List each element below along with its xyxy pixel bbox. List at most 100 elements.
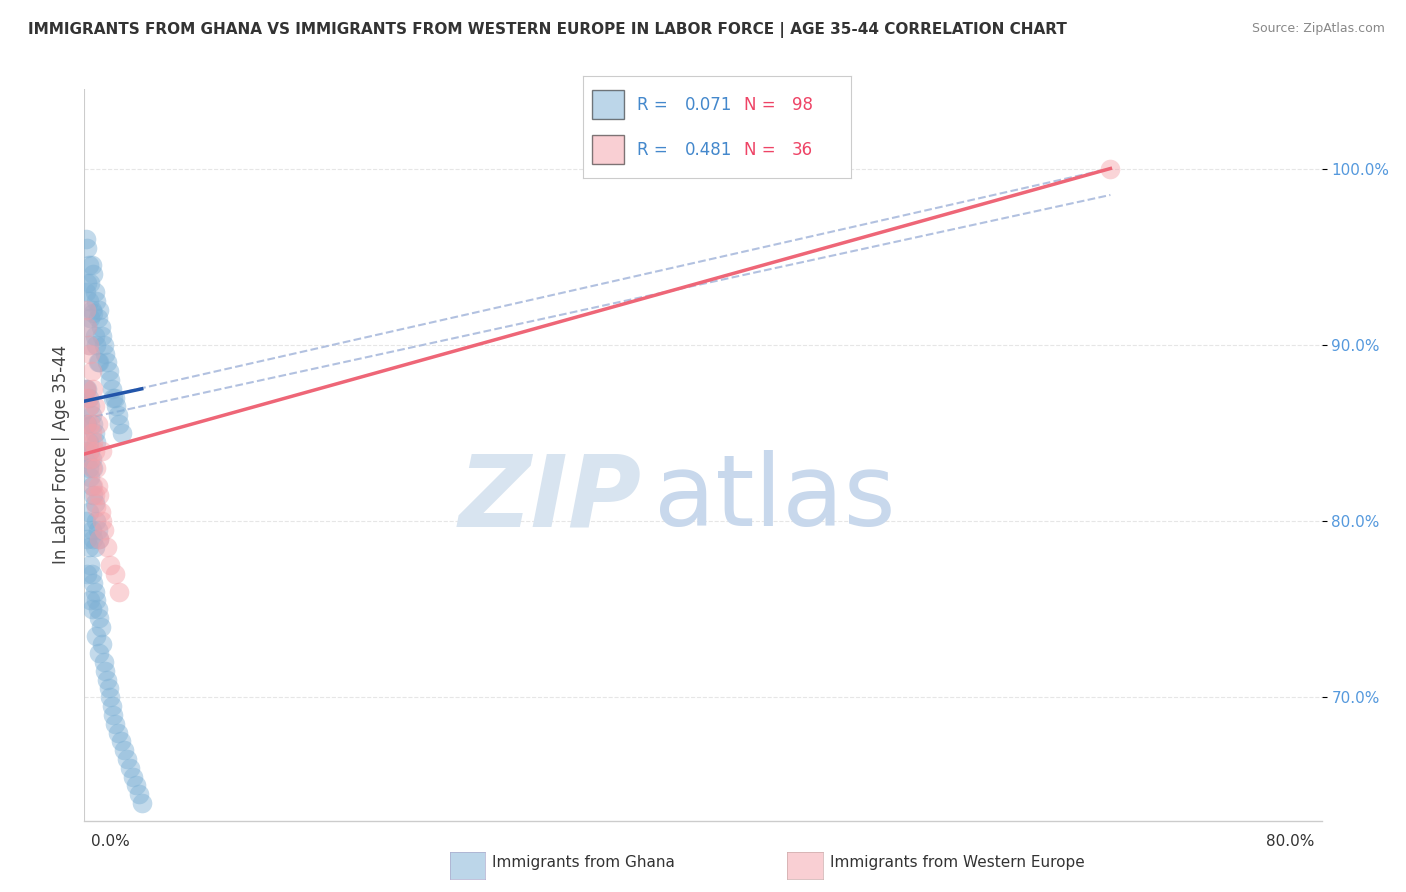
Point xyxy=(90,320,112,334)
Point xyxy=(87,479,110,493)
Point xyxy=(82,434,104,449)
Point xyxy=(75,417,97,431)
Point xyxy=(82,479,104,493)
Text: 98: 98 xyxy=(792,95,813,113)
Point xyxy=(82,417,104,431)
Point xyxy=(76,391,98,405)
Point xyxy=(91,329,114,343)
Point xyxy=(76,320,98,334)
Text: 0.0%: 0.0% xyxy=(91,834,131,849)
Point xyxy=(89,646,111,660)
Point xyxy=(82,532,104,546)
Point xyxy=(84,584,107,599)
Point xyxy=(77,338,100,352)
Point xyxy=(118,761,141,775)
Point xyxy=(84,496,107,510)
Point xyxy=(98,558,121,572)
Point xyxy=(80,302,103,317)
Point xyxy=(107,725,129,739)
Point xyxy=(96,673,118,687)
Point xyxy=(77,443,100,458)
Point xyxy=(110,734,132,748)
Point xyxy=(84,400,107,414)
Point xyxy=(84,541,107,555)
Point xyxy=(82,487,104,501)
Text: Immigrants from Ghana: Immigrants from Ghana xyxy=(492,855,675,870)
Point xyxy=(79,276,101,290)
Point xyxy=(103,566,125,581)
Point xyxy=(75,514,97,528)
Point xyxy=(108,417,131,431)
Text: R =: R = xyxy=(637,141,673,159)
Point xyxy=(75,443,97,458)
Point xyxy=(82,267,104,281)
Point xyxy=(77,541,100,555)
Point xyxy=(91,637,114,651)
Point xyxy=(79,346,101,360)
Point xyxy=(80,566,103,581)
Point xyxy=(77,505,100,519)
Point xyxy=(77,400,100,414)
Point xyxy=(89,302,111,317)
Text: R =: R = xyxy=(637,95,673,113)
Text: N =: N = xyxy=(744,95,780,113)
Point xyxy=(128,787,150,801)
Point xyxy=(79,417,101,431)
Point xyxy=(76,434,98,449)
Point xyxy=(112,743,135,757)
Point xyxy=(89,611,111,625)
Text: Source: ZipAtlas.com: Source: ZipAtlas.com xyxy=(1251,22,1385,36)
Point xyxy=(93,338,115,352)
Point xyxy=(96,541,118,555)
Point xyxy=(79,452,101,467)
Point xyxy=(80,479,103,493)
Point xyxy=(89,487,111,501)
Point xyxy=(89,532,111,546)
Text: ZIP: ZIP xyxy=(458,450,641,548)
Point xyxy=(105,400,128,414)
Point xyxy=(98,690,121,705)
Point xyxy=(87,417,110,431)
FancyBboxPatch shape xyxy=(592,90,624,119)
Text: 0.071: 0.071 xyxy=(685,95,733,113)
Point xyxy=(97,364,120,378)
Point xyxy=(90,620,112,634)
Point xyxy=(79,470,101,484)
Point xyxy=(77,293,100,308)
Point xyxy=(124,778,146,792)
Point xyxy=(76,532,98,546)
Point xyxy=(103,391,125,405)
Point xyxy=(76,382,98,396)
Point xyxy=(75,417,97,431)
Point xyxy=(80,523,103,537)
Point xyxy=(75,285,97,299)
Text: IMMIGRANTS FROM GHANA VS IMMIGRANTS FROM WESTERN EUROPE IN LABOR FORCE | AGE 35-: IMMIGRANTS FROM GHANA VS IMMIGRANTS FROM… xyxy=(28,22,1067,38)
Point xyxy=(77,434,100,449)
Point xyxy=(89,532,111,546)
Point xyxy=(76,417,98,431)
Point xyxy=(75,302,97,317)
Point xyxy=(84,487,107,501)
Point xyxy=(79,593,101,607)
Point xyxy=(84,425,107,440)
Point xyxy=(80,364,103,378)
Point xyxy=(76,320,98,334)
Point xyxy=(115,752,138,766)
Point xyxy=(101,707,124,722)
Point xyxy=(82,461,104,475)
Point xyxy=(98,373,121,387)
Point xyxy=(87,355,110,369)
Point xyxy=(77,259,100,273)
Point xyxy=(100,699,122,714)
Point xyxy=(90,505,112,519)
Point xyxy=(100,382,122,396)
Point xyxy=(76,241,98,255)
Point xyxy=(75,232,97,246)
Point xyxy=(94,664,117,678)
Point xyxy=(80,425,103,440)
Point xyxy=(87,602,110,616)
Point xyxy=(82,382,104,396)
Point xyxy=(75,382,97,396)
Point xyxy=(103,716,125,731)
Point xyxy=(79,443,101,458)
